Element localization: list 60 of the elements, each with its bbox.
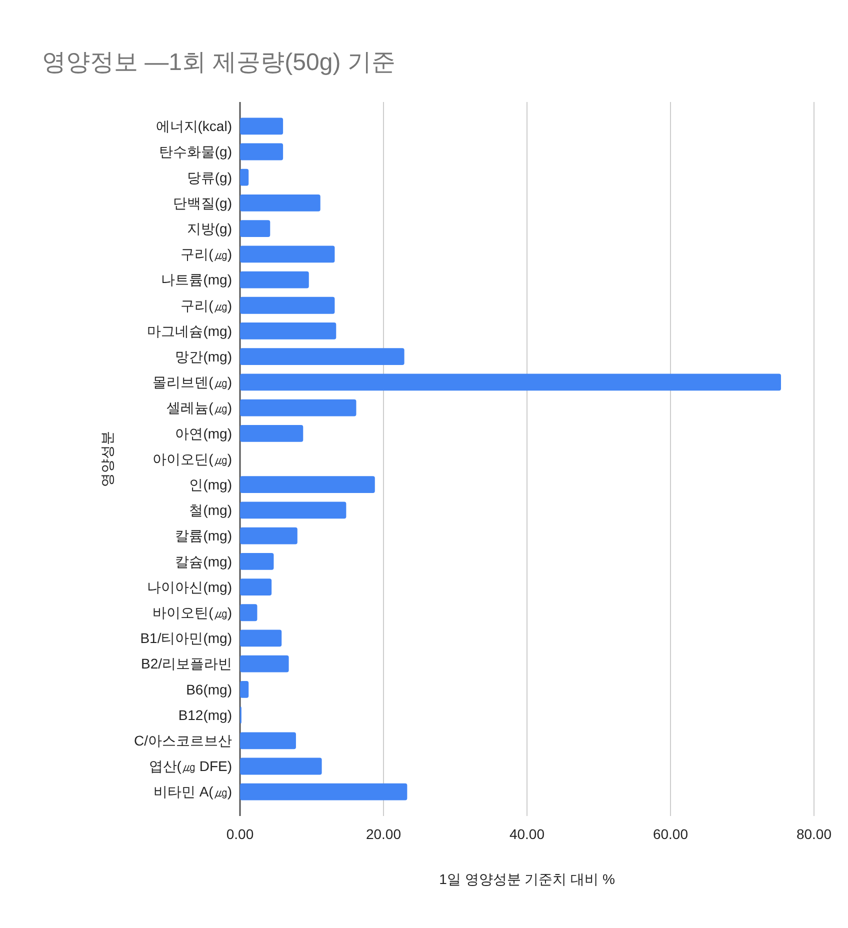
y-tick-label: 칼륨(mg) (175, 528, 232, 544)
x-tick-label: 0.00 (226, 826, 254, 842)
y-tick-label: 철(mg) (189, 502, 232, 518)
y-tick-label: 나이아신(mg) (147, 578, 232, 595)
bar (240, 502, 346, 519)
bar (240, 680, 249, 698)
y-tick-label: 아연(mg) (175, 425, 232, 442)
y-tick-label: 구리(㎍) (180, 297, 232, 314)
y-tick-label: 마그네슘(mg) (147, 322, 232, 339)
bar (240, 630, 282, 647)
bar (240, 399, 356, 416)
y-tick-label: 지방(g) (186, 220, 232, 236)
bar (240, 271, 309, 288)
bar (240, 655, 289, 672)
y-tick-label: 망간(mg) (175, 348, 232, 364)
y-tick-label: 나트륨(mg) (161, 272, 232, 288)
y-tick-label: B2/리보플라빈 (140, 656, 232, 672)
bar (240, 296, 335, 314)
bar (240, 118, 284, 135)
y-tick-label: B6(mg) (186, 681, 232, 698)
y-tick-label: 바이오틴(㎍) (152, 604, 232, 621)
bar (240, 578, 272, 596)
bar (240, 220, 270, 238)
bar (240, 552, 274, 570)
y-axis-title: 영양성분 (99, 431, 115, 487)
bar (240, 322, 336, 340)
y-tick-label: 탄수화물(g) (158, 144, 232, 160)
bar (240, 424, 304, 442)
bar (240, 527, 298, 544)
y-tick-label: C/아스코르브산 (134, 732, 232, 749)
y-tick-label: 구리(㎍) (180, 246, 232, 262)
y-tick-label: 몰리브덴(㎍) (152, 374, 232, 390)
bar (240, 348, 404, 366)
bar (240, 476, 375, 494)
bar (240, 732, 296, 750)
x-tick-label: 40.00 (509, 826, 545, 842)
bar (240, 374, 781, 391)
bar (240, 783, 408, 800)
y-tick-label: 단백질(g) (172, 194, 232, 211)
y-tick-label: 셀레늄(㎍) (166, 400, 232, 416)
bar (240, 246, 335, 263)
bar (240, 194, 320, 212)
bar (240, 143, 284, 160)
y-tick-label: 엽산(㎍ DFE) (148, 758, 232, 774)
x-axis-title: 1일 영양성분 기준치 대비 % (439, 871, 615, 887)
y-tick-label: B1/티아민(mg) (140, 630, 232, 646)
y-tick-label: B12(mg) (178, 706, 232, 723)
x-tick-label: 60.00 (652, 826, 688, 842)
y-tick-label: 에너지(kcal) (156, 118, 232, 134)
chart-title: 영양정보 —1회 제공량(50g) 기준 (42, 49, 396, 76)
bar (240, 168, 249, 186)
x-tick-label: 80.00 (796, 826, 832, 842)
y-tick-label: 비타민 A(㎍) (153, 784, 232, 800)
y-tick-label: 인(mg) (189, 476, 232, 493)
y-tick-label: 아이오딘(㎍) (152, 450, 232, 467)
bar (240, 604, 258, 622)
y-tick-label: 당류(g) (186, 169, 232, 186)
y-tick-label: 칼슘(mg) (175, 553, 232, 570)
bar (240, 758, 322, 775)
x-tick-label: 20.00 (366, 826, 402, 842)
